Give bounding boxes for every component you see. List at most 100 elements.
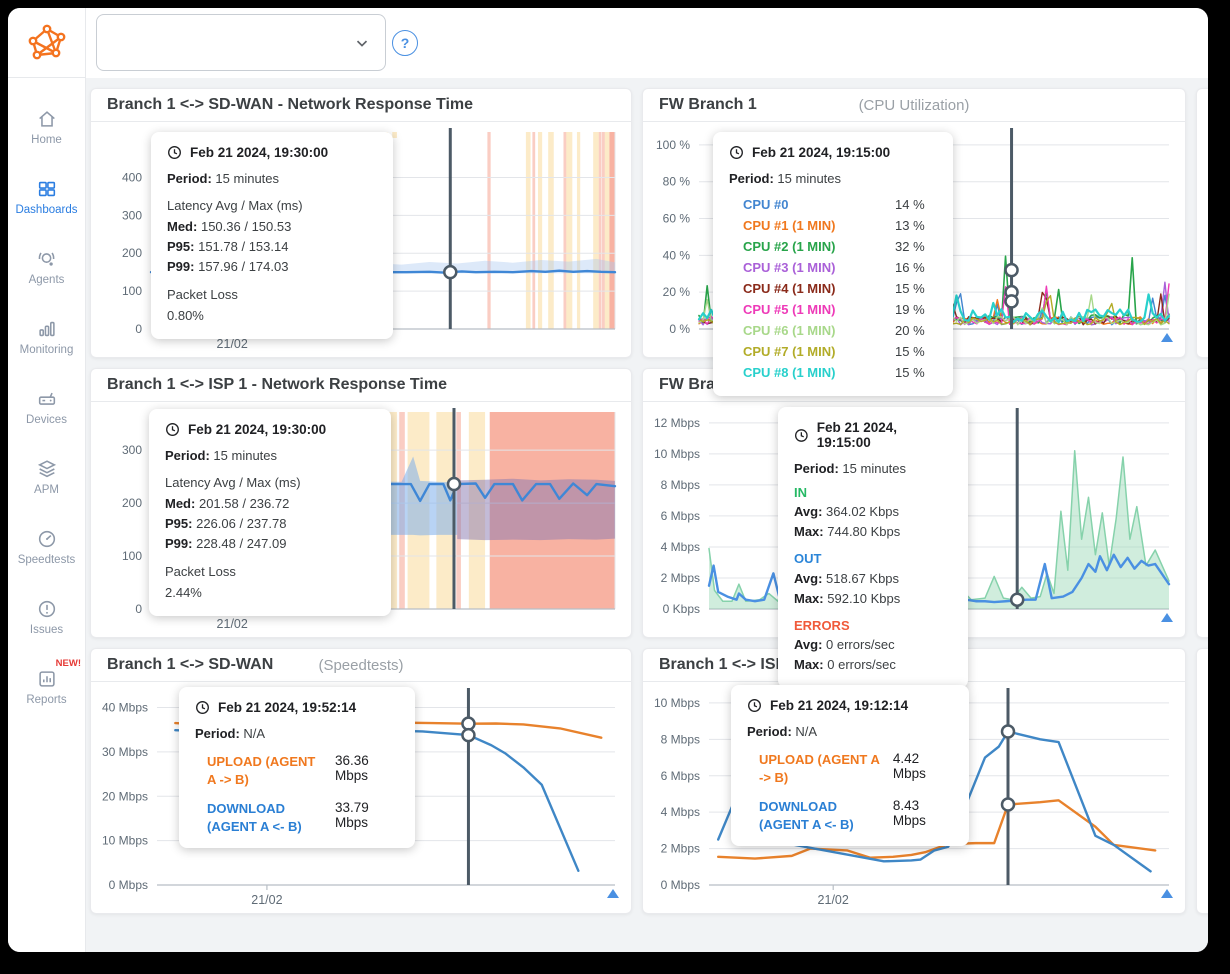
- sidebar-nav: Home Dashboards Agents Monitoring Device…: [8, 78, 85, 722]
- sidebar-item-label: Devices: [26, 414, 67, 426]
- tooltip-time: Feb 21 2024, 19:12:14: [770, 698, 909, 713]
- sidebar-item-label: Agents: [28, 274, 65, 286]
- logo-icon: [28, 24, 65, 59]
- svg-text:20 Mbps: 20 Mbps: [102, 789, 148, 803]
- svg-text:4 Mbps: 4 Mbps: [661, 540, 700, 554]
- clock-icon: [730, 146, 743, 159]
- sidebar-item-label: Speedtests: [17, 554, 76, 566]
- help-button[interactable]: ?: [392, 30, 418, 56]
- annotation-marker: [1161, 333, 1173, 342]
- clock-icon: [795, 428, 808, 442]
- app-logo[interactable]: [8, 8, 85, 78]
- reports-icon: [38, 671, 55, 687]
- cursor-marker: [461, 727, 476, 743]
- tooltip-time: Feb 21 2024, 19:15:00: [752, 145, 891, 160]
- tooltip-time: Feb 21 2024, 19:30:00: [190, 145, 329, 160]
- sidebar-item-label: Dashboards: [15, 204, 78, 216]
- sidebar-item-apm[interactable]: APM: [8, 442, 85, 512]
- sidebar-item-speedtests[interactable]: Speedtests: [8, 512, 85, 582]
- sidebar: Home Dashboards Agents Monitoring Device…: [8, 8, 86, 952]
- chart-tooltip: Feb 21 2024, 19:15:00 Period: 15 minutes…: [778, 407, 968, 689]
- sidebar-item-label: Home: [31, 134, 62, 146]
- chart-tooltip: Feb 21 2024, 19:30:00 Period: 15 minutes…: [149, 409, 391, 616]
- sidebar-item-dashboards[interactable]: Dashboards: [8, 162, 85, 232]
- cursor-marker: [1000, 797, 1016, 812]
- top-bar: ?: [86, 8, 1208, 78]
- monitoring-icon: [38, 321, 55, 337]
- tooltip-time: Feb 21 2024, 19:30:00: [188, 422, 327, 437]
- sidebar-item-label: APM: [34, 484, 59, 496]
- cursor-marker: [1004, 262, 1019, 278]
- panel-isp1-response-time: Branch 1 <-> ISP 1 - Network Response Ti…: [90, 368, 632, 638]
- clock-icon: [196, 701, 209, 714]
- cursor-marker: [1004, 294, 1019, 309]
- cursor-marker: [446, 476, 462, 492]
- svg-text:60 %: 60 %: [663, 212, 691, 226]
- panel-partial-row3: [1196, 648, 1208, 914]
- new-badge: NEW!: [55, 658, 81, 669]
- svg-text:8 Mbps: 8 Mbps: [661, 478, 700, 492]
- svg-text:0 Mbps: 0 Mbps: [109, 878, 148, 892]
- panel-title: Branch 1 <-> ISP 1 - Network Response Ti…: [107, 376, 447, 393]
- sidebar-item-devices[interactable]: Devices: [8, 372, 85, 442]
- issues-icon: [38, 600, 55, 618]
- annotation-marker: [1161, 613, 1173, 622]
- panel-sdwan-response-time: Branch 1 <-> SD-WAN - Network Response T…: [90, 88, 632, 358]
- svg-text:2 Mbps: 2 Mbps: [661, 571, 700, 585]
- cursor-marker: [1000, 724, 1016, 739]
- svg-text:30 Mbps: 30 Mbps: [102, 745, 148, 759]
- svg-text:21/02: 21/02: [217, 617, 248, 631]
- svg-text:200: 200: [122, 246, 142, 260]
- sidebar-item-issues[interactable]: Issues: [8, 582, 85, 652]
- svg-text:40 %: 40 %: [663, 248, 691, 262]
- tooltip-time: Feb 21 2024, 19:15:00: [816, 420, 898, 450]
- chart-tooltip: Feb 21 2024, 19:15:00 Period: 15 minutes…: [713, 132, 953, 397]
- panel-isp1-speedtests: Branch 1 <-> ISP 1 - Speedtests 0 Mbps2 …: [642, 648, 1186, 914]
- svg-text:21/02: 21/02: [251, 893, 282, 907]
- svg-text:0: 0: [135, 602, 142, 616]
- svg-text:10 Mbps: 10 Mbps: [654, 447, 700, 461]
- chevron-down-icon: [356, 40, 368, 47]
- sidebar-item-label: Reports: [26, 694, 67, 706]
- sidebar-item-agents[interactable]: Agents: [8, 232, 85, 302]
- svg-text:10 Mbps: 10 Mbps: [654, 696, 700, 710]
- sidebar-item-home[interactable]: Home: [8, 92, 85, 162]
- panel-fw-branch1-cpu: FW Branch 1 (CPU Utilization) 0 % 20 % 40 %…: [642, 88, 1186, 397]
- apm-icon: [37, 460, 56, 478]
- svg-text:0 Mbps: 0 Mbps: [661, 878, 700, 892]
- panel-sdwan-speedtests: Branch 1 <-> SD-WAN (Speedtests) 0 Mbps 10…: [90, 648, 632, 914]
- dashboard-selector[interactable]: [96, 14, 386, 71]
- home-icon: [38, 111, 55, 127]
- cursor-marker: [1009, 592, 1025, 607]
- svg-text:100: 100: [122, 284, 142, 298]
- panel-partial-row2: [1196, 368, 1208, 638]
- clock-icon: [168, 146, 181, 159]
- sidebar-item-label: Monitoring: [19, 344, 74, 356]
- panel-partial-row1: [1196, 88, 1208, 358]
- svg-text:0 %: 0 %: [669, 322, 690, 336]
- svg-text:0 Kbps: 0 Kbps: [663, 602, 700, 616]
- sidebar-item-reports[interactable]: NEW! Reports: [8, 652, 85, 722]
- svg-text:100 %: 100 %: [656, 138, 690, 152]
- sidebar-item-label: Issues: [29, 624, 64, 636]
- svg-text:20 %: 20 %: [663, 285, 691, 299]
- svg-text:8 Mbps: 8 Mbps: [661, 732, 700, 746]
- help-label: ?: [400, 35, 410, 51]
- svg-text:300: 300: [122, 208, 142, 222]
- annotation-marker: [607, 889, 619, 898]
- svg-text:200: 200: [122, 496, 142, 510]
- sidebar-item-monitoring[interactable]: Monitoring: [8, 302, 85, 372]
- svg-text:0: 0: [135, 322, 142, 336]
- svg-text:40 Mbps: 40 Mbps: [102, 701, 148, 715]
- clock-icon: [166, 423, 179, 436]
- chart-tooltip: Feb 21 2024, 19:12:14 Period: N/A UPLOAD…: [731, 685, 969, 847]
- panel-title: Branch 1 <-> SD-WAN - Network Response T…: [107, 96, 474, 113]
- cursor-marker: [443, 264, 458, 280]
- devices-icon: [38, 392, 55, 405]
- panel-title: Branch 1 <-> SD-WAN: [107, 656, 274, 673]
- chart-tooltip: Feb 21 2024, 19:52:14 Period: N/A UPLOAD…: [179, 687, 415, 849]
- app-window: Home Dashboards Agents Monitoring Device…: [8, 8, 1208, 952]
- svg-text:80 %: 80 %: [663, 175, 691, 189]
- chart-tooltip: Feb 21 2024, 19:30:00 Period: 15 minutes…: [151, 132, 393, 339]
